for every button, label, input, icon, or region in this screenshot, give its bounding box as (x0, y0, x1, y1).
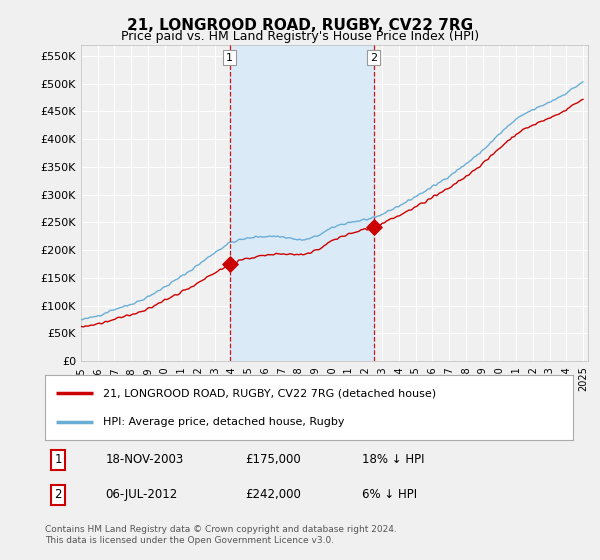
Point (225, 260, 235, 269)
Text: HPI: Average price, detached house, Rugby: HPI: Average price, detached house, Rugb… (103, 417, 344, 427)
Point (369, 222, 379, 231)
Text: Price paid vs. HM Land Registry's House Price Index (HPI): Price paid vs. HM Land Registry's House … (121, 30, 479, 43)
Text: 21, LONGROOD ROAD, RUGBY, CV22 7RG (detached house): 21, LONGROOD ROAD, RUGBY, CV22 7RG (deta… (103, 388, 436, 398)
Text: 1: 1 (55, 454, 62, 466)
Bar (230, 45, 374, 361)
Text: Contains HM Land Registry data © Crown copyright and database right 2024.
This d: Contains HM Land Registry data © Crown c… (45, 525, 397, 545)
Text: 06-JUL-2012: 06-JUL-2012 (106, 488, 178, 501)
Text: 18-NOV-2003: 18-NOV-2003 (106, 454, 184, 466)
Text: 21, LONGROOD ROAD, RUGBY, CV22 7RG: 21, LONGROOD ROAD, RUGBY, CV22 7RG (127, 18, 473, 33)
Text: 2: 2 (370, 53, 377, 63)
Text: £242,000: £242,000 (245, 488, 302, 501)
Text: 18% ↓ HPI: 18% ↓ HPI (362, 454, 424, 466)
Text: 1: 1 (226, 53, 233, 63)
Text: £175,000: £175,000 (245, 454, 301, 466)
Text: 6% ↓ HPI: 6% ↓ HPI (362, 488, 417, 501)
Text: 2: 2 (55, 488, 62, 501)
